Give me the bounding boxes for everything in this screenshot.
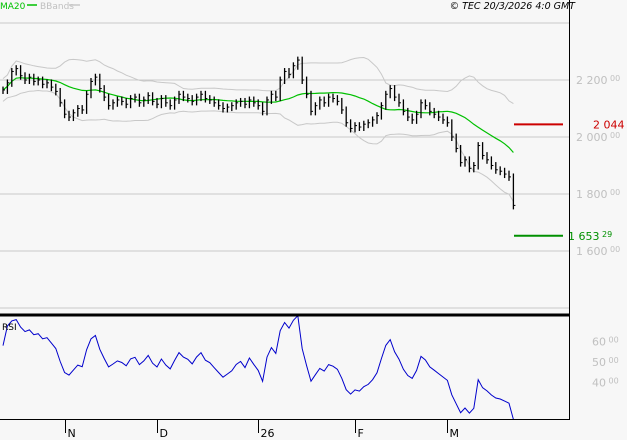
- bollinger-bands: [2, 56, 514, 202]
- month-label: D: [160, 427, 168, 440]
- copyright-timestamp: © TEC 20/3/2026 4:0 GMT: [450, 1, 577, 12]
- price-grid: [0, 22, 569, 309]
- ma20-line: [2, 77, 514, 153]
- price-levels: 2 044 1 1 653 29: [514, 118, 627, 243]
- rsi-label: RSI: [2, 323, 17, 333]
- rsi-panel: [2, 314, 514, 420]
- price-level-label: 2 044 1: [593, 118, 627, 131]
- rsi-tick-label: 50 00: [592, 356, 619, 369]
- legend: MA20 BBands © TEC 20/3/2026 4:0 GMT: [0, 1, 576, 12]
- month-label: N: [68, 427, 76, 440]
- price-tick-label: 2 000 00: [576, 131, 620, 144]
- rsi-line: [2, 314, 514, 420]
- legend-bbands: BBands: [40, 2, 74, 12]
- bb-upper-band: [2, 56, 514, 105]
- month-label: 26: [261, 427, 275, 440]
- price-bars: [2, 56, 516, 210]
- price-tick-label: 2 200 00: [576, 74, 620, 87]
- price-axis-labels: 2 200 00 2 000 00 1 800 00 1 600 00 60 00 50 …: [576, 74, 620, 390]
- month-label: F: [358, 427, 364, 440]
- time-axis: N D 26 F M: [65, 420, 460, 440]
- price-tick-label: 1 600 00: [576, 245, 620, 258]
- month-label: M: [450, 427, 460, 440]
- legend-ma20: MA20: [0, 2, 26, 12]
- rsi-tick-label: 60 00: [592, 336, 619, 349]
- price-tick-label: 1 800 00: [576, 188, 620, 201]
- ma20-polyline: [2, 77, 514, 153]
- rsi-tick-label: 40 00: [592, 377, 619, 390]
- bb-lower-band: [2, 89, 514, 202]
- price-level-label: 1 653 29: [568, 230, 612, 243]
